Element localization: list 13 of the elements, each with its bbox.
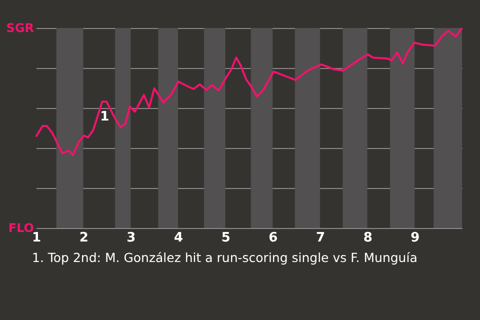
- x-tick-label: 9: [410, 230, 420, 246]
- x-tick-label: 3: [126, 230, 136, 246]
- text: FLO: [8, 221, 34, 235]
- annotation: 1: [100, 110, 110, 125]
- x-tick-label: 7: [316, 230, 326, 246]
- x-tick-label: 5: [221, 230, 230, 246]
- x-tick-label: 4: [174, 230, 184, 246]
- x-tick-label: 6: [268, 230, 278, 246]
- text: SGR: [6, 21, 34, 35]
- x-tick-label: 8: [363, 230, 372, 246]
- text: 1. Top 2nd: M. González hit a run-scoring single vs F. Munguía: [32, 250, 418, 265]
- x-tick-label: 2: [79, 230, 88, 246]
- x-tick-label: 1: [32, 230, 42, 246]
